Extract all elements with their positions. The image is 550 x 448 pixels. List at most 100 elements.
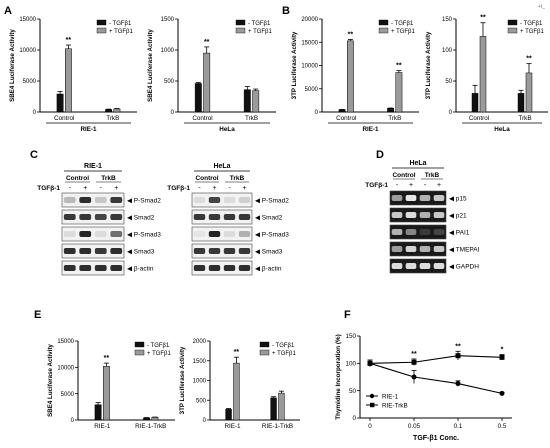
blot-band bbox=[79, 231, 92, 237]
panel-letter-b: B bbox=[282, 5, 290, 17]
blot-band bbox=[79, 265, 92, 271]
treatment-sign: - bbox=[228, 185, 231, 192]
x-category-label: RIE-1-TrkB bbox=[135, 423, 166, 430]
y-tick-label: 1500 bbox=[193, 359, 207, 365]
blot-strip bbox=[389, 207, 447, 223]
chart-b-3tp-hela: 0 50 100 150 3TP Luciferase Activity Control T… bbox=[425, 15, 548, 133]
bar bbox=[143, 417, 151, 421]
bar bbox=[94, 404, 102, 421]
y-tick-label: 15000 bbox=[57, 339, 74, 345]
group-label: Control bbox=[195, 175, 218, 182]
significance-mark: ** bbox=[234, 349, 240, 356]
blot-band bbox=[63, 231, 76, 237]
significance-mark: ** bbox=[480, 15, 486, 22]
legend-swatch bbox=[259, 341, 270, 348]
y-tick-label: 0 bbox=[71, 418, 75, 424]
blot-band bbox=[223, 231, 236, 237]
legend-label: - TGFβ1 bbox=[391, 21, 414, 27]
y-tick-label: 50 bbox=[349, 388, 357, 395]
x-category-label: TrkB bbox=[245, 115, 258, 122]
blot-band bbox=[405, 229, 417, 235]
treatment-sign: - bbox=[198, 185, 201, 192]
treatment-sign: - bbox=[396, 182, 399, 189]
blot-band bbox=[433, 263, 445, 269]
blot-band bbox=[238, 248, 251, 254]
row-label: ◀ β-actin bbox=[255, 265, 282, 272]
x-category-label: Control bbox=[192, 115, 212, 122]
bar bbox=[203, 52, 211, 113]
row-label: ◀ P-Smad2 bbox=[255, 197, 289, 204]
data-point bbox=[411, 374, 417, 380]
y-tick-label: 500 bbox=[196, 398, 207, 404]
y-tick-label: 10000 bbox=[19, 48, 36, 54]
bar bbox=[65, 48, 72, 113]
bar bbox=[387, 108, 395, 113]
blot-band bbox=[391, 229, 403, 235]
significance-mark: ** bbox=[204, 39, 210, 46]
legend-label: + TGFβ1 bbox=[248, 29, 273, 35]
blot-band bbox=[110, 197, 123, 203]
data-point bbox=[455, 381, 461, 387]
data-point bbox=[367, 360, 373, 366]
treatment-sign: + bbox=[212, 185, 216, 192]
y-tick-label: 1000 bbox=[193, 379, 207, 385]
treatment-sign: + bbox=[114, 185, 118, 192]
bar bbox=[395, 72, 403, 113]
row-label: ◀ P-Smad3 bbox=[127, 231, 161, 238]
western-blot-hela: HeLa Control TrkB TGFβ-1 - + - + ◀ P-Smad2 ◀ Smad… bbox=[167, 163, 289, 276]
y-tick-label: 20000 bbox=[301, 17, 318, 23]
panel-letter-e: E bbox=[34, 309, 41, 321]
x-category-label: Control bbox=[336, 115, 356, 122]
chart-e-3tp: 0 500 1000 1500 2000 3TP Luciferase Activity R… bbox=[179, 339, 300, 430]
legend-swatch bbox=[235, 27, 246, 34]
row-label: ◀ TMEPAI bbox=[449, 246, 480, 253]
y-axis-label: 3TP Luciferase Activity bbox=[179, 346, 186, 414]
y-axis-label: 3TP Luciferase Activity bbox=[425, 31, 432, 99]
blot-band bbox=[419, 246, 431, 252]
blot-band bbox=[110, 248, 123, 254]
row-label: ◀ P-Smad3 bbox=[255, 231, 289, 238]
blot-band bbox=[63, 197, 76, 203]
blot-band bbox=[391, 246, 403, 252]
treatment-label: TGFβ-1 bbox=[365, 182, 388, 189]
x-category-label: Control bbox=[54, 115, 74, 122]
bar bbox=[270, 397, 277, 421]
row-label: ◀ p21 bbox=[449, 212, 467, 219]
panel-letters: A B C D E F +t_ bbox=[4, 4, 545, 321]
y-tick-label: 0 bbox=[171, 110, 175, 116]
blot-strip bbox=[389, 224, 447, 240]
y-axis-label: SBE4 Luciferase Activity bbox=[147, 29, 154, 102]
bar bbox=[479, 36, 487, 113]
blot-band bbox=[208, 214, 221, 220]
blot-band bbox=[193, 265, 206, 271]
blot-strip bbox=[191, 226, 253, 242]
blot-strip bbox=[61, 209, 125, 225]
bar bbox=[525, 72, 533, 113]
chart-b-3tp-rie1: 0 5000 10000 15000 20000 3TP Luciferase Activ… bbox=[291, 17, 419, 133]
blot-band bbox=[63, 214, 76, 220]
bar bbox=[252, 90, 260, 113]
treatment-label: TGFβ-1 bbox=[167, 185, 190, 192]
y-tick-label: 100 bbox=[442, 48, 453, 54]
group-label: TrkB bbox=[101, 175, 116, 182]
blot-band bbox=[208, 248, 221, 254]
legend-swatch bbox=[507, 27, 518, 34]
y-tick-label: 1500 bbox=[161, 17, 175, 23]
blot-strip bbox=[389, 258, 447, 274]
panel-letter-d: D bbox=[376, 149, 384, 161]
x-category-label: TrkB bbox=[388, 115, 401, 122]
x-axis-label: TGF-β1 Conc. bbox=[413, 435, 459, 442]
row-label: ◀ Smad3 bbox=[127, 248, 155, 255]
blot-strip bbox=[61, 243, 125, 259]
y-tick-label: 0 bbox=[203, 418, 207, 424]
row-label: ◀ Smad3 bbox=[255, 248, 283, 255]
blot-strip bbox=[61, 226, 125, 242]
legend-label: - TGFβ1 bbox=[520, 21, 543, 27]
blot-band bbox=[193, 248, 206, 254]
blot-band bbox=[433, 212, 445, 218]
significance-mark: ** bbox=[66, 37, 72, 44]
blot-band bbox=[94, 231, 107, 237]
y-tick-label: 5000 bbox=[61, 392, 75, 398]
y-tick-label: 500 bbox=[164, 79, 175, 85]
